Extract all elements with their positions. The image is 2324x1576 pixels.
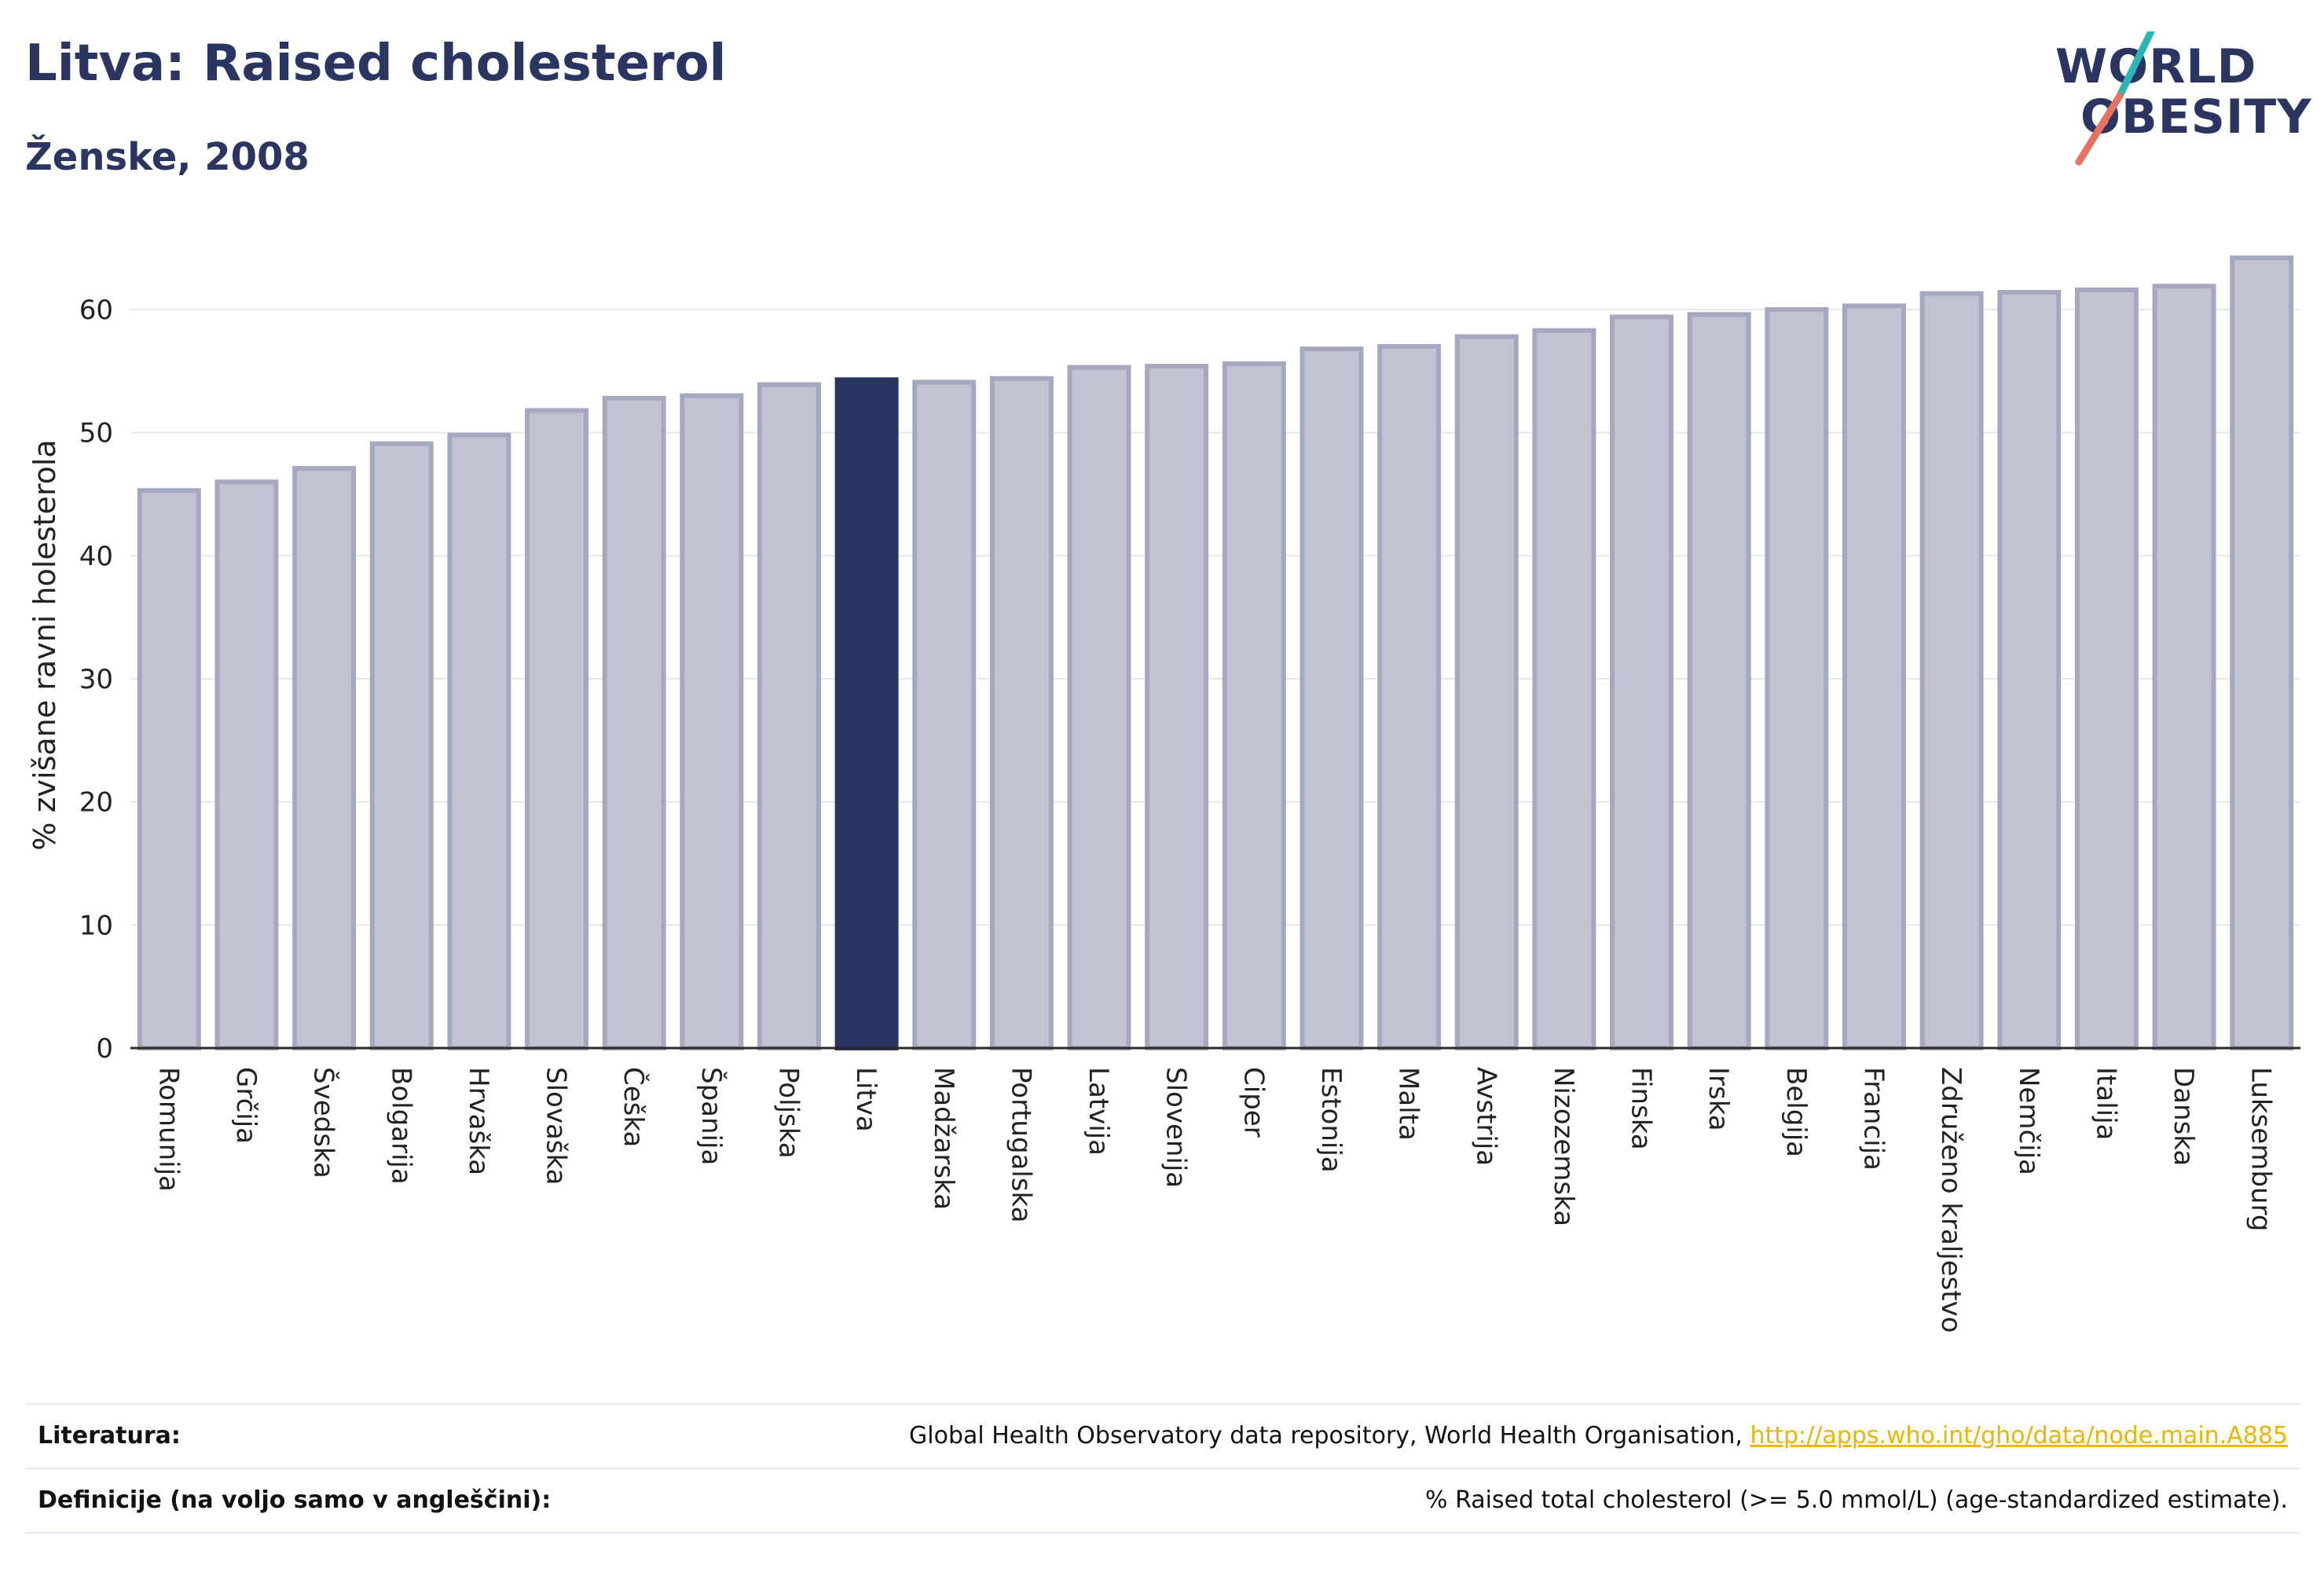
chart-title: Litva: Raised cholesterol (25, 35, 727, 93)
x-tick-label: Združeno kraljestvo (1935, 1067, 1967, 1333)
bar (602, 395, 666, 1050)
literature-value: Global Health Observatory data repositor… (909, 1422, 2300, 1450)
bar (2074, 287, 2139, 1050)
bar (1067, 365, 1131, 1050)
bar (2152, 284, 2216, 1050)
x-tick-label: Romunija (152, 1067, 184, 1192)
definitions-value: % Raised total cholesterol (>= 5.0 mmol/… (1425, 1486, 2288, 1514)
bar (989, 376, 1054, 1050)
x-tick-label: Finska (1626, 1067, 1657, 1150)
bar (137, 488, 201, 1050)
bar (2230, 255, 2294, 1050)
y-tick-label: 0 (96, 1033, 113, 1065)
bar (1532, 328, 1596, 1050)
bar (680, 393, 744, 1050)
x-tick-label: Latvija (1083, 1067, 1114, 1156)
x-tick-label: Litva (850, 1067, 882, 1132)
footer-divider-bottom (25, 1532, 2300, 1534)
bar (1145, 364, 1209, 1051)
y-axis-title: % zvišane ravni holesterola (27, 439, 62, 850)
x-tick-label: Italija (2090, 1067, 2121, 1140)
x-tick-label: Belgija (1780, 1067, 1812, 1157)
x-tick-label: Španija (695, 1067, 728, 1165)
x-tick-label: Bolgarija (385, 1067, 416, 1185)
bar (757, 382, 821, 1051)
x-tick-label: Slovaška (541, 1067, 572, 1185)
bar (1765, 307, 1829, 1050)
bar (1377, 344, 1442, 1050)
x-tick-label: Malta (1393, 1067, 1424, 1141)
y-tick-label: 50 (79, 418, 113, 449)
definitions-label: Definicije (na voljo samo v angleščini): (38, 1486, 552, 1514)
logo-slash-icon (2075, 31, 2155, 166)
bar-chart: 0 10 20 30 40 50 60 % zvišane ravni holesterola… (27, 255, 2300, 1333)
x-tick-label: Irska (1703, 1067, 1734, 1131)
x-tick-label: Danska (2168, 1067, 2199, 1166)
footer-divider-top (25, 1403, 2300, 1405)
world-obesity-logo: WORLD OBESITY (2043, 31, 2311, 173)
bar (525, 408, 589, 1050)
footer-divider-middle (25, 1468, 2300, 1469)
x-tick-label: Portugalska (1005, 1067, 1036, 1222)
x-tick-label: Nizozemska (1548, 1067, 1579, 1226)
x-tick-label: Hrvaška (463, 1067, 494, 1175)
bar (214, 479, 279, 1050)
x-tick-label: Avstrija (1470, 1067, 1501, 1166)
bar (1687, 312, 1751, 1050)
bar (912, 379, 977, 1050)
x-tick-label: Nemčija (2013, 1067, 2044, 1175)
bar (447, 432, 511, 1050)
y-tick-label: 20 (79, 787, 113, 819)
x-tick-label: Slovenija (1160, 1067, 1192, 1188)
bar (1919, 291, 1984, 1050)
literature-label: Literatura: (38, 1421, 181, 1450)
x-tick-label: Madžarska (928, 1067, 959, 1210)
y-tick-label: 30 (79, 664, 113, 695)
x-tick-label: Poljska (772, 1067, 804, 1159)
x-tick-label: Švedska (308, 1067, 340, 1178)
bar (1842, 303, 1906, 1050)
literature-link[interactable]: http://apps.who.int/gho/data/node.main.A… (1750, 1421, 2288, 1450)
x-tick-label: Luksemburg (2245, 1067, 2277, 1231)
bar (1610, 314, 1674, 1050)
bar (1454, 334, 1519, 1050)
footer-row-literature: Literatura: Global Health Observatory da… (25, 1405, 2300, 1466)
bar (1997, 290, 2062, 1051)
y-tick-label: 60 (79, 295, 113, 326)
logo-word-world: WORLD (2055, 39, 2257, 94)
footer-row-definitions: Definicije (na voljo samo v angleščini):… (25, 1469, 2300, 1530)
x-tick-label: Ciper (1237, 1067, 1269, 1138)
y-tick-label: 40 (79, 541, 113, 572)
x-tick-label: Estonija (1315, 1067, 1347, 1173)
bar (292, 466, 357, 1050)
literature-text: Global Health Observatory data repositor… (909, 1421, 1750, 1450)
bar (1222, 361, 1286, 1050)
x-tick-label: Grčija (230, 1067, 262, 1144)
bar-highlighted (834, 377, 899, 1050)
y-tick-label: 10 (79, 910, 113, 941)
bar (369, 441, 434, 1050)
chart-subtitle: Ženske, 2008 (25, 135, 310, 179)
x-tick-label: Češka (618, 1067, 650, 1147)
bar (1299, 346, 1364, 1050)
x-tick-label: Francija (1857, 1067, 1889, 1171)
